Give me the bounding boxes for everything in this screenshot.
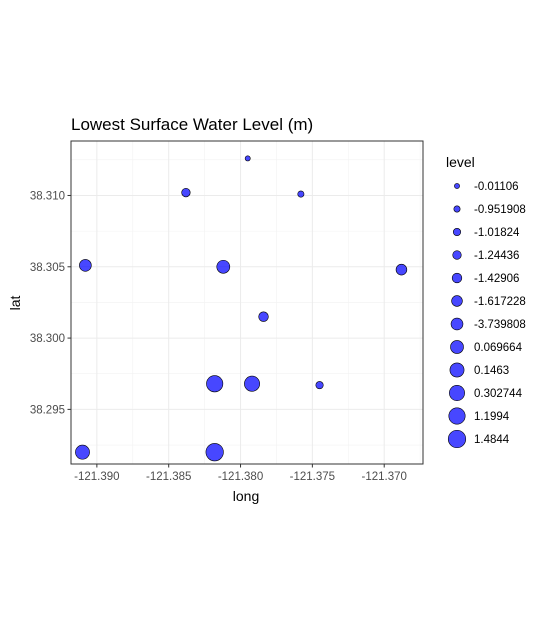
x-tick-label: -121.380: [218, 471, 263, 483]
y-tick-label: 38.310: [30, 190, 65, 202]
plot-border: [70, 140, 424, 465]
legend-label: 1.1994: [474, 411, 510, 423]
data-point: [216, 259, 231, 274]
legend-label: -0.951908: [474, 204, 526, 216]
y-tick-label: 38.300: [30, 333, 65, 345]
chart-title: Lowest Surface Water Level (m): [71, 115, 313, 134]
data-point: [395, 263, 408, 276]
legend-key: [450, 340, 464, 354]
x-tick-label: -121.385: [146, 471, 191, 483]
x-tick-label: -121.390: [74, 471, 119, 483]
legend-label: -1.617228: [474, 296, 526, 308]
data-point: [244, 375, 260, 392]
legend-title: level: [446, 154, 475, 170]
data-point: [75, 444, 90, 460]
y-axis-title: lat: [7, 296, 23, 311]
y-tick-label: 38.295: [30, 404, 65, 416]
data-point: [181, 188, 191, 198]
plot-area: -121.390 -121.385 -121.380 -121.375 -121.370…: [30, 140, 424, 483]
legend-label: 0.1463: [474, 365, 509, 377]
y-tick-label: 38.305: [30, 262, 65, 274]
legend-key: [452, 227, 462, 237]
legend-label: -1.01824: [474, 227, 520, 239]
legend-key: [454, 183, 460, 189]
data-point: [297, 190, 305, 198]
legend-key: [453, 205, 461, 213]
legend-label: -1.42906: [474, 273, 519, 285]
x-tick-label: -121.375: [290, 471, 335, 483]
data-point: [205, 443, 224, 462]
legend-key: [451, 295, 463, 307]
x-tick-label: -121.370: [362, 471, 407, 483]
legend-label: -0.01106: [474, 181, 519, 193]
legend-key: [450, 317, 464, 331]
legend-key: [447, 429, 467, 449]
legend-label: 0.302744: [474, 388, 523, 400]
legend-label: -1.24436: [474, 250, 519, 262]
legend-key: [451, 272, 463, 284]
legend-key: [449, 385, 465, 401]
legend-key: [452, 250, 462, 260]
x-axis-title: long: [233, 488, 259, 504]
legend-label: -3.739808: [474, 319, 526, 331]
legend-label: 1.4844: [474, 434, 510, 446]
legend: -0.01106 -0.951908 -1.01824 -1.24436 -1.4290…: [447, 181, 526, 449]
legend-key: [449, 362, 465, 378]
data-point: [206, 375, 224, 393]
data-point: [244, 155, 251, 162]
data-point: [258, 311, 269, 322]
data-point: [315, 381, 324, 390]
legend-key: [448, 407, 466, 425]
data-point: [79, 259, 92, 272]
legend-label: 0.069664: [474, 342, 523, 354]
